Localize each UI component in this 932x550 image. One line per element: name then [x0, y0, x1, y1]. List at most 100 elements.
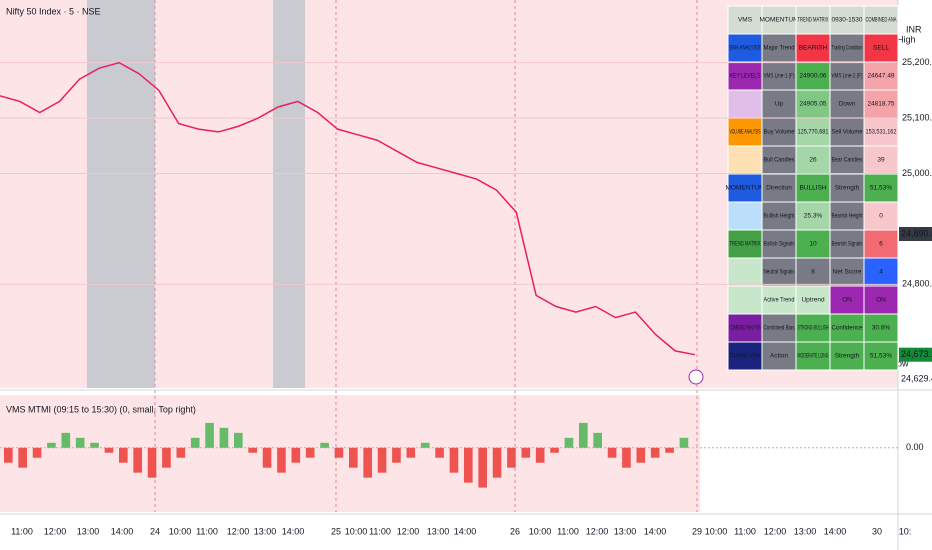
table-text: MOMENTUM [760, 17, 799, 24]
osc-bar [507, 447, 516, 468]
table-text: 26 [809, 157, 817, 164]
info-table: VMS MOMENTUM TREND MATRIX 0930-1530 COMBINED… [726, 5, 899, 371]
table-cell [863, 33, 899, 63]
osc-bar [435, 447, 444, 458]
table-cell [829, 33, 865, 63]
table-cell [727, 5, 763, 35]
table-text: 6 [879, 241, 883, 248]
table-text: MODERATE LONG [798, 353, 829, 360]
table-cell [795, 201, 831, 231]
table-text: Bull Candles [764, 157, 796, 164]
table-text: VOLUME ANALYSIS [730, 129, 761, 136]
osc-bar [119, 447, 128, 463]
table-text: Up [775, 101, 784, 108]
osc-bar [320, 442, 329, 448]
table-cell [727, 313, 763, 343]
table-text: 0 [879, 213, 883, 220]
x-tick-label: 12:00 [586, 526, 609, 536]
table-text: Sell Volume [832, 129, 863, 136]
osc-bar [607, 447, 617, 458]
osc-bar [334, 447, 344, 458]
alert-icon[interactable] [688, 369, 704, 385]
table-cell [863, 145, 899, 175]
table-text: Neutral Signals [764, 269, 796, 276]
x-tick-label: 14:00 [111, 526, 134, 536]
osc-bar [291, 447, 301, 463]
table-text: Combined Bias [764, 325, 796, 332]
osc-bar [650, 447, 660, 458]
table-text: Bullish Height [764, 213, 795, 220]
osc-bar [32, 447, 42, 458]
x-tick-label: 29 [692, 526, 702, 536]
osc-bar [679, 437, 689, 448]
table-cell [863, 257, 899, 287]
table-cell [863, 173, 899, 203]
table-cell [727, 201, 763, 231]
table-text: Bear Candles [832, 157, 864, 164]
x-tick-label: 13:00 [77, 526, 100, 536]
x-tick-label: 24 [150, 526, 160, 536]
table-text: COMBINED ANALYSIS [730, 325, 761, 332]
x-tick-label: 13:00 [614, 526, 637, 536]
table-cell [761, 313, 797, 343]
osc-bar [205, 422, 214, 448]
osc-bar [420, 442, 430, 448]
table-cell [863, 313, 899, 343]
table-text: VMS Line-2 (F) [832, 73, 863, 80]
y-tick-label: 24,800.00 [902, 279, 932, 289]
day-separators [154, 0, 698, 512]
osc-bar [305, 447, 315, 458]
table-text: 30.6% [872, 325, 891, 332]
x-tick-label: 10:00 [529, 526, 552, 536]
x-tick-label: 11:00 [196, 526, 218, 536]
table-text: 51.53% [870, 353, 892, 360]
osc-bar [478, 447, 487, 488]
table-text: ON [842, 297, 852, 304]
chart-title: Nifty 50 Index · 5 · NSE [6, 6, 101, 16]
table-text: STRONG BULLISH [798, 325, 829, 332]
table-text: TREND MATRIX [798, 17, 829, 24]
x-tick-label: 12:00 [764, 526, 787, 536]
price-tag-label: 24,673.10 [901, 349, 932, 359]
table-text: 0930-1530 [831, 17, 862, 24]
osc-bar [277, 447, 286, 473]
table-text: MOMENTUM [726, 185, 765, 192]
table-cell [829, 341, 865, 371]
x-tick-label: 14:00 [644, 526, 667, 536]
osc-bar [665, 447, 674, 453]
price-tag [899, 347, 932, 362]
table-text: ON [876, 297, 886, 304]
table-cell [863, 89, 899, 119]
table-cell [863, 229, 899, 259]
table-cell [761, 5, 797, 35]
table-text: KEY LEVELS [730, 73, 762, 80]
table-cell [795, 89, 831, 119]
osc-bar [564, 437, 574, 448]
x-tick-label: 13:00 [254, 526, 277, 536]
osc-bar [176, 447, 186, 458]
table-text: 24905.05 [799, 101, 826, 108]
table-text: SELL [873, 45, 889, 52]
table-text: Trading Condition [832, 45, 863, 52]
x-tick-label: 10:00 [169, 526, 192, 536]
x-tick-label: 11:00 [11, 526, 33, 536]
table-text: BEARISH [799, 45, 828, 52]
table-cell [761, 341, 797, 371]
y-tick-label: 0.00 [906, 442, 924, 452]
table-text: 25.3% [804, 213, 823, 220]
table-text: 4 [879, 269, 883, 276]
table-cell [727, 145, 763, 175]
x-tick-label: 30 [872, 526, 882, 536]
osc-bar [162, 447, 171, 468]
high-label: High [897, 34, 916, 44]
osc-bar [61, 432, 71, 448]
table-cell [863, 201, 899, 231]
y-tick-label: 25,000.00 [902, 168, 932, 178]
table-text: VMS Line-1 (F) [764, 73, 795, 80]
table-text: Bearish Signals [832, 241, 864, 248]
x-tick-label: 14:00 [454, 526, 477, 536]
table-text: Active Trend [764, 297, 795, 304]
table-text: 125,770,681 [798, 129, 829, 136]
currency: INR [906, 24, 922, 34]
